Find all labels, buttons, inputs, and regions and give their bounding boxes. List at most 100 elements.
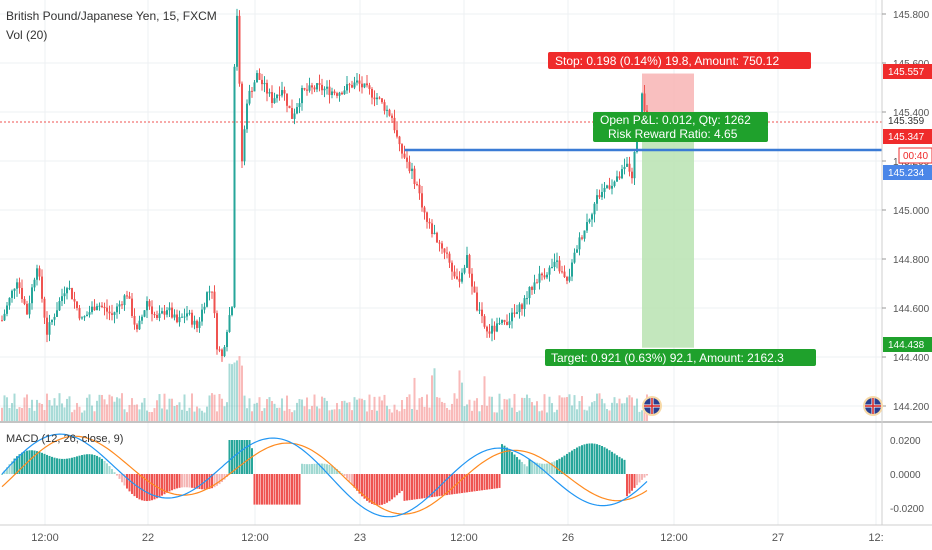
- volume-bar: [498, 393, 501, 421]
- volume-bar: [21, 408, 23, 421]
- volume-bar: [381, 400, 383, 421]
- macd-histogram-bar: [188, 474, 191, 488]
- candle-body: [86, 314, 88, 317]
- macd-histogram-bar: [186, 474, 188, 488]
- candle-body: [51, 319, 53, 323]
- candle-body: [431, 223, 433, 235]
- macd-histogram-bar: [538, 463, 541, 474]
- volume-bar: [181, 409, 183, 421]
- volume-bar: [16, 408, 18, 421]
- candle-body: [613, 181, 616, 186]
- macd-histogram-bar: [323, 463, 326, 474]
- target-badge[interactable]: Target: 0.921 (0.63%) 92.1, Amount: 2162…: [545, 349, 816, 366]
- time-axis[interactable]: 12:00 22 12:00 23 12:00 26 12:00 27 12:: [31, 532, 883, 544]
- candle-body: [453, 271, 456, 277]
- macd-histogram-bar: [428, 474, 431, 498]
- macd-histogram-bar: [196, 474, 198, 489]
- macd-histogram-bar: [256, 474, 258, 505]
- candle-body: [58, 301, 61, 311]
- macd-histogram-bar: [43, 453, 46, 474]
- macd-histogram-bar: [278, 474, 281, 505]
- candle-body: [178, 317, 181, 323]
- volume-bar: [628, 395, 631, 421]
- volume-bar: [481, 405, 483, 421]
- macd-histogram-bar: [183, 474, 186, 488]
- volume-bar: [641, 410, 643, 421]
- volume-bar: [521, 397, 523, 421]
- macd-histogram-bar: [46, 454, 48, 474]
- time-tick-label: 22: [142, 532, 154, 544]
- macd-histogram-bar: [126, 474, 128, 489]
- candle-body: [13, 288, 16, 291]
- flag-icon[interactable]: [642, 396, 662, 416]
- candle-body: [183, 316, 186, 318]
- volume-bar: [373, 396, 376, 421]
- volume-bar: [266, 399, 268, 421]
- volume-bar: [378, 396, 381, 421]
- macd-histogram-bar: [21, 452, 23, 474]
- macd-axis[interactable]: 0.0200 0.0000 -0.0200: [890, 436, 924, 515]
- macd-histogram-bar: [286, 474, 288, 505]
- candle-body: [388, 109, 391, 116]
- candle-body: [508, 321, 511, 325]
- macd-histogram-bar: [161, 474, 163, 496]
- candle-body: [408, 161, 411, 172]
- volume-bar: [606, 409, 608, 421]
- target-zone: [642, 124, 694, 348]
- candle-body: [331, 91, 333, 96]
- time-tick-label: 12:00: [450, 532, 478, 544]
- volume-bar: [408, 394, 411, 421]
- stop-badge[interactable]: Stop: 0.198 (0.14%) 19.8, Amount: 750.12: [548, 52, 811, 69]
- macd-histogram-bar: [433, 474, 436, 497]
- candle-body: [118, 304, 121, 307]
- macd-pane: [1, 433, 648, 518]
- flag-icon[interactable]: [863, 396, 883, 416]
- macd-histogram-bar: [141, 474, 143, 501]
- candle-body: [626, 163, 628, 167]
- volume-bar: [516, 412, 518, 421]
- volume-bar: [586, 410, 588, 421]
- volume-bar: [598, 393, 601, 421]
- macd-histogram-bar: [231, 440, 233, 474]
- macd-histogram-bar: [376, 474, 378, 506]
- candle-body: [491, 325, 493, 334]
- macd-histogram-bar: [206, 474, 208, 490]
- candle-body: [373, 97, 376, 100]
- candle-body: [151, 306, 153, 315]
- volume-bar: [426, 394, 428, 421]
- candle-body: [501, 319, 503, 324]
- candle-body: [68, 288, 71, 290]
- risk-reward-badge[interactable]: Risk Reward Ratio: 4.65: [593, 126, 768, 142]
- candle-body: [353, 82, 356, 88]
- candle-body: [571, 262, 573, 277]
- macd-histogram-bar: [371, 474, 373, 504]
- volume-bar: [298, 399, 301, 421]
- open-pl-badge[interactable]: Open P&L: 0.012, Qty: 1262: [593, 112, 768, 128]
- candle-body: [643, 93, 646, 111]
- macd-histogram-bar: [201, 474, 203, 490]
- volume-bar: [211, 393, 213, 421]
- volume-bar: [458, 370, 461, 421]
- candle-body: [423, 207, 426, 213]
- candle-body: [311, 85, 313, 88]
- macd-histogram-bar: [441, 474, 443, 496]
- macd-histogram-bar: [381, 474, 383, 505]
- macd-histogram-bar: [101, 458, 103, 474]
- candle-body: [563, 271, 566, 278]
- volume-bar: [66, 398, 68, 421]
- candle-body: [38, 268, 41, 277]
- candle-body: [3, 313, 6, 321]
- candle-body: [1, 320, 3, 322]
- macd-histogram-bar: [558, 458, 561, 474]
- candle-body: [163, 311, 166, 315]
- volume-bar: [196, 406, 198, 421]
- price-tick-label: 144.400: [893, 353, 930, 364]
- candle-body: [361, 83, 363, 88]
- volume-bar: [188, 407, 191, 421]
- volume-bar: [208, 395, 211, 421]
- macd-histogram-bar: [513, 454, 516, 474]
- volume-bar: [111, 396, 113, 421]
- candle-body: [71, 288, 73, 299]
- volume-bar: [1, 407, 3, 421]
